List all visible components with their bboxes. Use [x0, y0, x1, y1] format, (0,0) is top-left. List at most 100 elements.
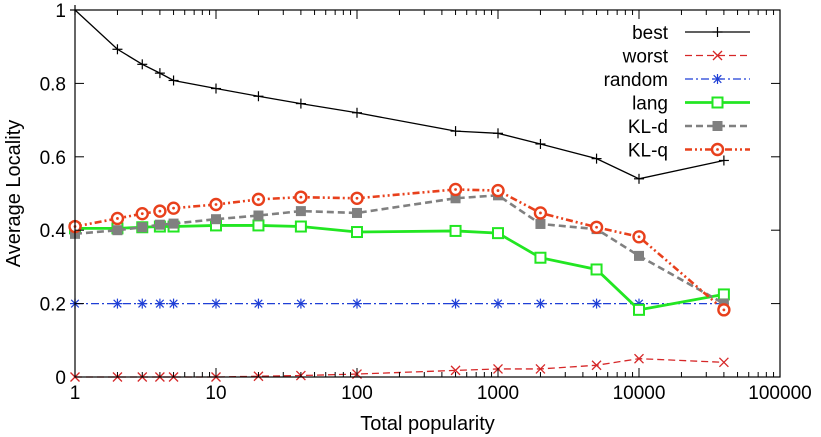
data-point: [535, 218, 546, 229]
data-point: [112, 298, 123, 309]
x-axis-label: Total popularity: [360, 413, 495, 435]
data-point: [712, 50, 723, 61]
series-lang: [69, 219, 730, 316]
data-point: [168, 218, 179, 229]
data-point: [294, 190, 308, 204]
data-point: [153, 204, 167, 218]
y-tick-label: 0.4: [40, 221, 67, 242]
data-point: [591, 298, 602, 309]
data-point: [493, 298, 503, 309]
data-point: [253, 210, 264, 221]
data-point: [450, 126, 461, 137]
data-point: [491, 183, 505, 198]
data-point: [209, 197, 223, 212]
data-point: [112, 44, 123, 55]
data-point: [717, 303, 731, 317]
legend-entry-worst: worst: [622, 47, 750, 68]
data-point: [253, 91, 264, 102]
data-point: [533, 206, 548, 220]
legend-entry-lang: lang: [632, 94, 750, 115]
data-point: [211, 298, 221, 309]
data-point: [717, 288, 730, 301]
data-point: [352, 107, 362, 118]
data-point: [154, 298, 165, 309]
data-point: [712, 27, 723, 37]
data-point: [632, 230, 646, 244]
y-tick-label: 0.8: [40, 74, 66, 95]
x-tick-label: 10: [205, 383, 226, 404]
data-point: [718, 357, 729, 368]
data-point: [294, 220, 307, 233]
data-point: [168, 298, 179, 309]
data-point: [634, 173, 644, 184]
data-point: [633, 303, 645, 316]
data-point: [253, 298, 264, 309]
x-tick-label: 100: [341, 383, 373, 404]
data-point: [352, 207, 362, 218]
data-point: [166, 201, 181, 215]
data-point: [211, 214, 221, 225]
data-point: [137, 222, 148, 233]
legend-label: worst: [622, 47, 669, 68]
data-point: [591, 153, 602, 164]
data-point: [450, 365, 461, 376]
legend-entry-kl-d: KL-d: [628, 117, 750, 138]
legend-label: random: [604, 70, 668, 91]
legend-entry-best: best: [632, 23, 750, 44]
legend-entry-random: random: [604, 70, 750, 91]
data-point: [535, 138, 546, 149]
data-point: [350, 191, 364, 205]
data-point: [710, 142, 725, 157]
x-tick-label: 1000: [477, 383, 519, 404]
data-point: [634, 250, 644, 261]
data-point: [251, 192, 266, 207]
data-point: [168, 75, 179, 86]
data-point: [712, 74, 723, 84]
data-point: [137, 298, 148, 309]
data-point: [295, 98, 306, 109]
tick-layer: 1 10 100 1000 10000 100000 0 0.2 0.4 0.6 0.8 1: [40, 1, 812, 404]
data-point: [449, 224, 462, 237]
legend-entry-kl-q: KL-q: [628, 141, 750, 162]
data-point: [535, 363, 546, 374]
data-point: [154, 68, 165, 79]
data-point: [711, 96, 724, 109]
data-point: [211, 83, 221, 94]
legend-label: best: [632, 23, 669, 44]
data-point: [492, 227, 504, 240]
data-point: [448, 182, 463, 197]
data-point: [712, 121, 723, 131]
data-point: [295, 298, 306, 309]
y-tick-label: 0: [55, 368, 66, 389]
data-point: [112, 225, 123, 236]
data-point: [589, 220, 604, 234]
legend-label: KL-q: [628, 141, 668, 162]
data-point: [718, 155, 729, 166]
series-best: [70, 5, 729, 184]
data-point: [590, 263, 603, 276]
data-point: [535, 298, 546, 309]
data-point: [110, 211, 125, 226]
legend-label: KL-d: [628, 117, 668, 138]
data-point: [295, 206, 306, 217]
data-point: [591, 360, 602, 371]
data-point: [252, 219, 265, 232]
data-point: [634, 353, 644, 364]
data-point: [493, 128, 503, 139]
data-point: [135, 206, 149, 221]
plot-frame: [74, 9, 781, 378]
data-point: [154, 219, 165, 230]
data-point: [450, 298, 461, 309]
series-kl-q: [68, 182, 731, 317]
x-tick-label: 10000: [613, 383, 666, 404]
x-tick-label: 1: [70, 383, 81, 404]
legend-label: lang: [632, 94, 668, 115]
y-tick-label: 1: [55, 1, 66, 22]
y-tick-label: 0.2: [40, 295, 66, 316]
y-axis-label: Average Locality: [3, 120, 25, 268]
series-layer: [68, 5, 731, 382]
x-tick-label: 100000: [748, 383, 811, 404]
data-point: [534, 251, 547, 264]
